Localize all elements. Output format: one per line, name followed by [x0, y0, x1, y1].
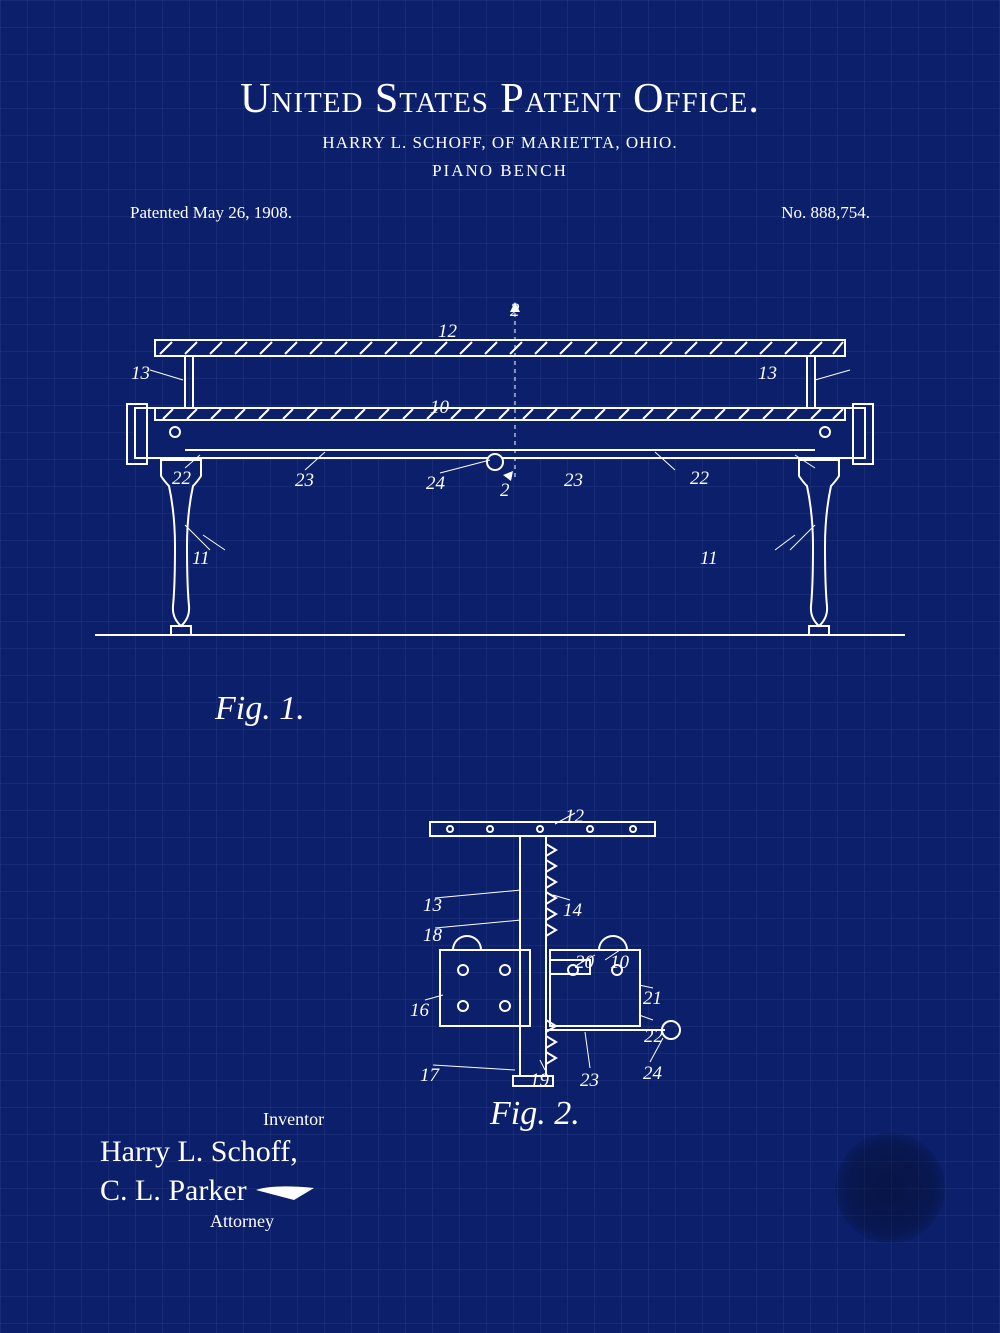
part-label-12: 12 — [438, 321, 457, 343]
part-label-24: 24 — [643, 1063, 662, 1085]
part-label-10: 10 — [430, 397, 449, 419]
attorney-signature: C. L. Parker — [100, 1174, 247, 1207]
part-label-11: 11 — [192, 548, 210, 570]
part-label-2: 2 — [510, 300, 520, 322]
part-label-23: 23 — [295, 470, 314, 492]
figure-2-label: Fig. 2. — [490, 1095, 580, 1133]
part-label-22: 22 — [172, 468, 191, 490]
figure-1-label: Fig. 1. — [215, 690, 305, 728]
part-label-20: 20 — [575, 952, 594, 974]
attorney-role: Attorney — [100, 1210, 324, 1233]
part-label-16: 16 — [410, 1000, 429, 1022]
inventor-line: HARRY L. SCHOFF, OF MARIETTA, OHIO. — [0, 133, 1000, 153]
part-label-2: 2 — [500, 480, 510, 502]
part-label-14: 14 — [563, 900, 582, 922]
office-title: United States Patent Office. — [0, 75, 1000, 123]
part-label-13: 13 — [423, 895, 442, 917]
invention-title: PIANO BENCH — [0, 161, 1000, 181]
patent-date: Patented May 26, 1908. — [130, 203, 292, 223]
part-label-18: 18 — [423, 925, 442, 947]
inventor-signature: Harry L. Schoff, — [100, 1132, 324, 1171]
part-label-23: 23 — [580, 1070, 599, 1092]
part-label-22: 22 — [644, 1026, 663, 1048]
signatures-block: Inventor Harry L. Schoff, C. L. Parker A… — [100, 1108, 324, 1233]
figure-2 — [395, 810, 695, 1100]
part-label-10: 10 — [610, 952, 629, 974]
part-label-17: 17 — [420, 1065, 439, 1087]
figure-2-svg — [395, 810, 695, 1100]
part-label-23: 23 — [564, 470, 583, 492]
patent-header: United States Patent Office. HARRY L. SC… — [0, 0, 1000, 223]
part-label-22: 22 — [690, 468, 709, 490]
part-label-13: 13 — [758, 363, 777, 385]
patent-number: No. 888,754. — [781, 203, 870, 223]
part-label-12: 12 — [565, 806, 584, 828]
inventor-role: Inventor — [100, 1108, 324, 1131]
part-label-21: 21 — [643, 988, 662, 1010]
part-label-13: 13 — [131, 363, 150, 385]
part-label-11: 11 — [700, 548, 718, 570]
part-label-19: 19 — [530, 1070, 549, 1092]
part-label-24: 24 — [426, 473, 445, 495]
embossed-seal-icon — [835, 1133, 945, 1243]
